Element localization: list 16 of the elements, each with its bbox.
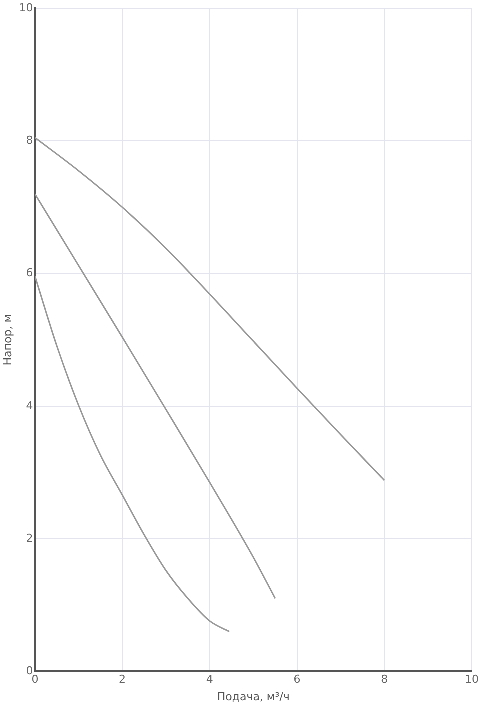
x-tick-label: 4 bbox=[206, 673, 214, 686]
x-tick-label: 10 bbox=[465, 673, 479, 686]
y-tick-label: 6 bbox=[26, 266, 34, 280]
x-tick-label: 6 bbox=[294, 673, 301, 686]
y-tick-label: 10 bbox=[19, 1, 34, 14]
y-tick-label: 8 bbox=[26, 134, 34, 148]
x-tick-label: 2 bbox=[119, 673, 126, 686]
x-axis-title: Подача, м³/ч bbox=[217, 690, 290, 704]
line-series bbox=[35, 276, 230, 633]
y-tick-label: 4 bbox=[26, 399, 34, 412]
x-tick-label: 8 bbox=[381, 673, 388, 686]
line-series bbox=[35, 193, 276, 600]
y-axis-title: Напор, м bbox=[1, 314, 14, 366]
y-tick-label: 2 bbox=[26, 532, 34, 545]
line-series bbox=[35, 137, 386, 482]
y-tick-label: 0 bbox=[26, 664, 34, 678]
